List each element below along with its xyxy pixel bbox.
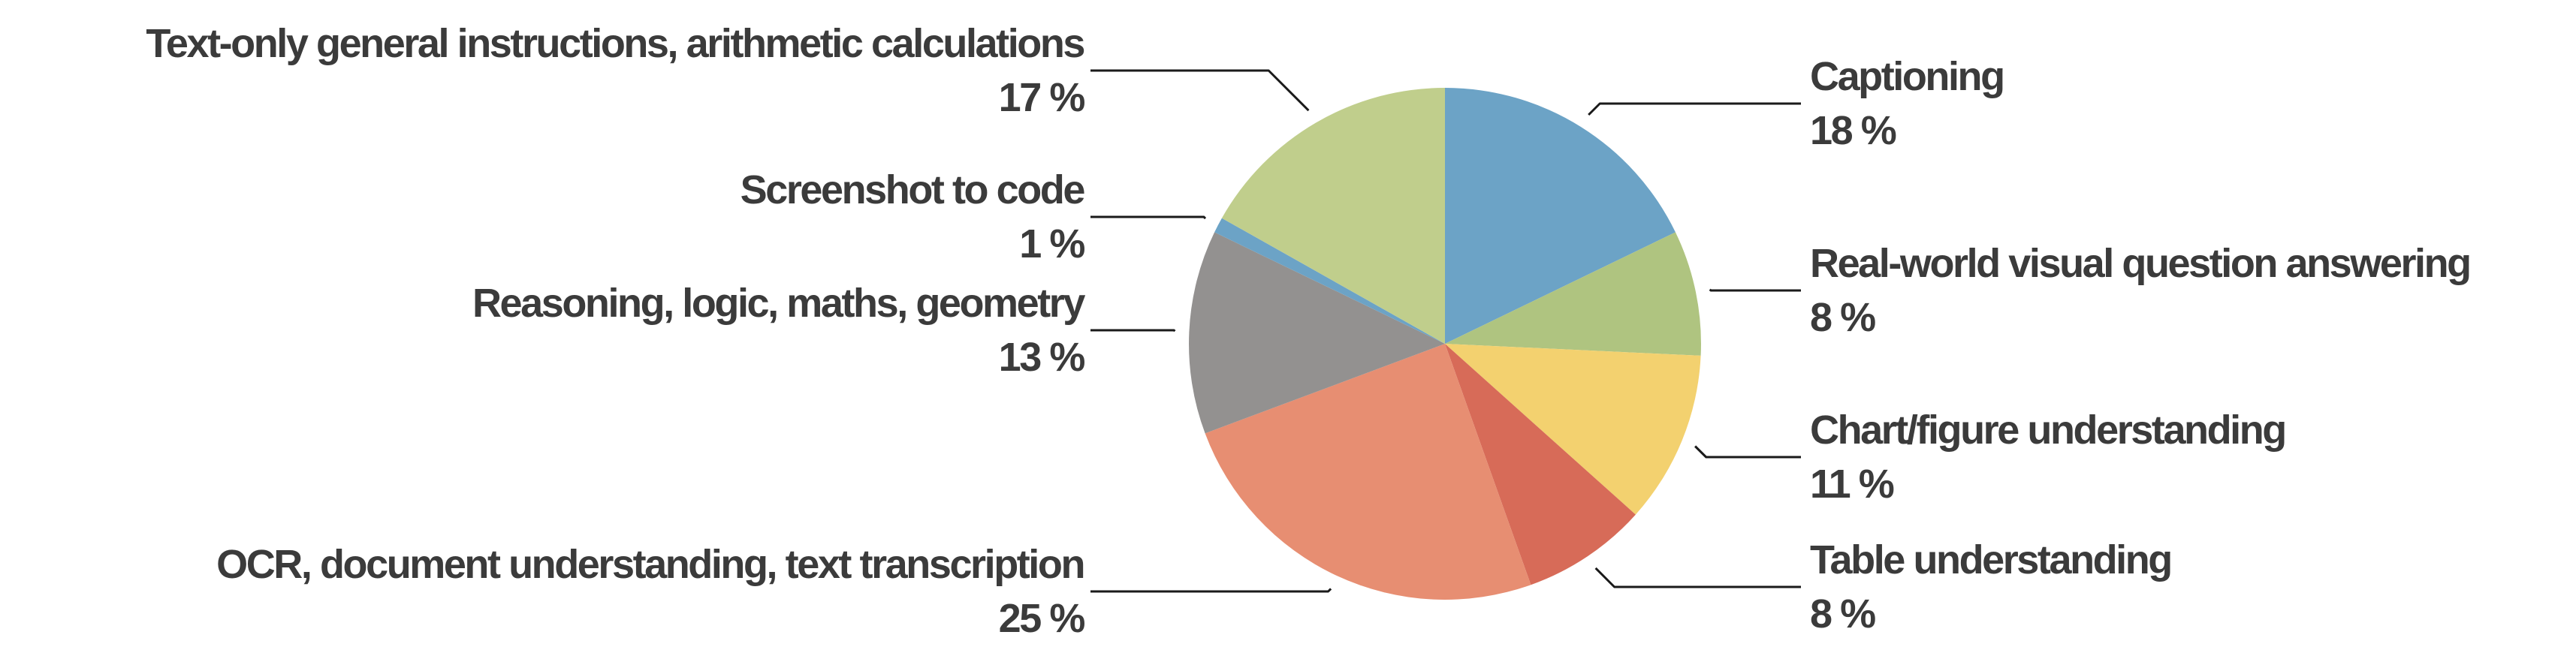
- pie-slice-ocr-documents: [1205, 344, 1531, 600]
- leader-line-captioning: [1588, 102, 1801, 116]
- pie-slice-real-world-vqa: [1445, 232, 1701, 356]
- slice-percentage: 18 %: [1810, 108, 1897, 153]
- slice-label-text: Table understanding: [1810, 537, 2173, 582]
- slice-percentage: 13 %: [998, 335, 1086, 380]
- pie-slices: [1189, 87, 1701, 600]
- leader-line-table-understanding: [1594, 567, 1801, 588]
- slice-label-text: Reasoning, logic, maths, geometry: [472, 281, 1085, 326]
- pie-slice-screenshot-to-code: [1214, 218, 1445, 344]
- pie-slice-chart-figure: [1445, 344, 1701, 515]
- slice-label-text: Captioning: [1810, 54, 2005, 99]
- slice-percentage: 8 %: [1810, 295, 1876, 340]
- slice-percentage: 25 %: [998, 596, 1086, 641]
- slice-label-captioning: Captioning 18 %: [1810, 50, 2572, 158]
- slice-percentage: 8 %: [1810, 591, 1876, 636]
- slice-percentage: 17 %: [998, 75, 1086, 120]
- slice-label-text: Text-only general instructions, arithmet…: [146, 21, 1085, 66]
- slice-label-reasoning: Reasoning, logic, maths, geometry 13 %: [0, 276, 1086, 384]
- pie-slice-reasoning: [1189, 232, 1445, 434]
- slice-label-text: Chart/figure understanding: [1810, 408, 2287, 453]
- slice-percentage: 1 %: [1019, 221, 1085, 266]
- leader-line-chart-figure: [1694, 445, 1801, 459]
- slice-label-text-only: Text-only general instructions, arithmet…: [0, 17, 1086, 125]
- leader-line-reasoning: [1090, 329, 1176, 332]
- slice-label-table-understanding: Table understanding 8 %: [1810, 533, 2572, 641]
- slice-label-chart-figure: Chart/figure understanding 11 %: [1810, 403, 2572, 511]
- slice-label-text: Real-world visual question answering: [1810, 241, 2472, 286]
- slice-label-text: Screenshot to code: [740, 167, 1086, 212]
- slice-label-screenshot-to-code: Screenshot to code 1 %: [0, 163, 1086, 271]
- leader-lines: [1090, 69, 1801, 593]
- leader-line-text-only: [1090, 69, 1310, 112]
- pie-slice-text-only: [1221, 87, 1445, 344]
- leader-line-ocr-documents: [1090, 588, 1332, 593]
- pie-slice-table-understanding: [1445, 344, 1636, 585]
- slice-label-real-world-vqa: Real-world visual question answering 8 %: [1810, 236, 2572, 345]
- slice-label-ocr-documents: OCR, document understanding, text transc…: [0, 537, 1086, 645]
- slice-label-text: OCR, document understanding, text transc…: [216, 542, 1085, 587]
- slice-percentage: 11 %: [1810, 462, 1895, 507]
- pie-slice-captioning: [1445, 88, 1676, 344]
- leader-line-screenshot-to-code: [1090, 215, 1207, 220]
